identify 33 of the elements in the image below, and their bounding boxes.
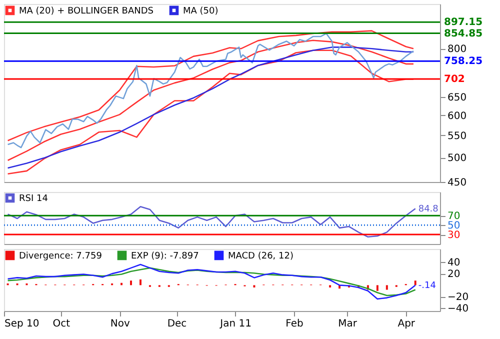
y-tick-label: 650 [448, 92, 467, 104]
legend-label: MA (20) + BOLLINGER BANDS [19, 6, 154, 16]
ref-line-label: 758.25 [444, 56, 483, 68]
y-tick-label: −20 [448, 292, 469, 304]
y-tick-label: 50 [448, 220, 460, 232]
y-tick-label: −40 [448, 304, 469, 315]
legend-label: MACD (26, 12) [228, 251, 294, 262]
x-tick-label: Nov [110, 318, 130, 330]
legend-label: Divergence: 7.759 [19, 251, 102, 262]
y-tick-label: 70 [448, 211, 460, 222]
y-tick-label: 500 [448, 153, 467, 164]
x-tick-label: Feb [286, 318, 304, 330]
x-tick-label: Sep 10 [4, 318, 40, 330]
x-tick-label: Jan 11 [219, 318, 252, 330]
ref-line-label: 897.15 [444, 17, 483, 28]
x-tick-label: Apr [398, 318, 416, 330]
x-tick-label: Mar [338, 318, 358, 330]
ref-line-label: 854.85 [444, 28, 483, 40]
ref-line-label: 702 [444, 74, 465, 85]
y-tick-label: 20 [448, 269, 460, 280]
legend-label: MA (50) [183, 6, 218, 16]
x-tick-label: Oct [52, 318, 70, 330]
y-tick-label: 550 [448, 130, 467, 142]
y-tick-label: 30 [448, 230, 460, 242]
data-label: 84.8 [418, 204, 439, 215]
legend-label: EXP (9): -7.897 [131, 251, 199, 262]
y-tick-label: 40 [448, 258, 460, 269]
x-tick-label: Dec [167, 318, 187, 330]
legend-label: RSI 14 [19, 194, 48, 204]
data-label: -.14 [418, 281, 436, 292]
y-tick-label: 800 [448, 44, 467, 56]
y-tick-label: 600 [448, 110, 467, 122]
y-tick-label: 450 [448, 178, 467, 188]
